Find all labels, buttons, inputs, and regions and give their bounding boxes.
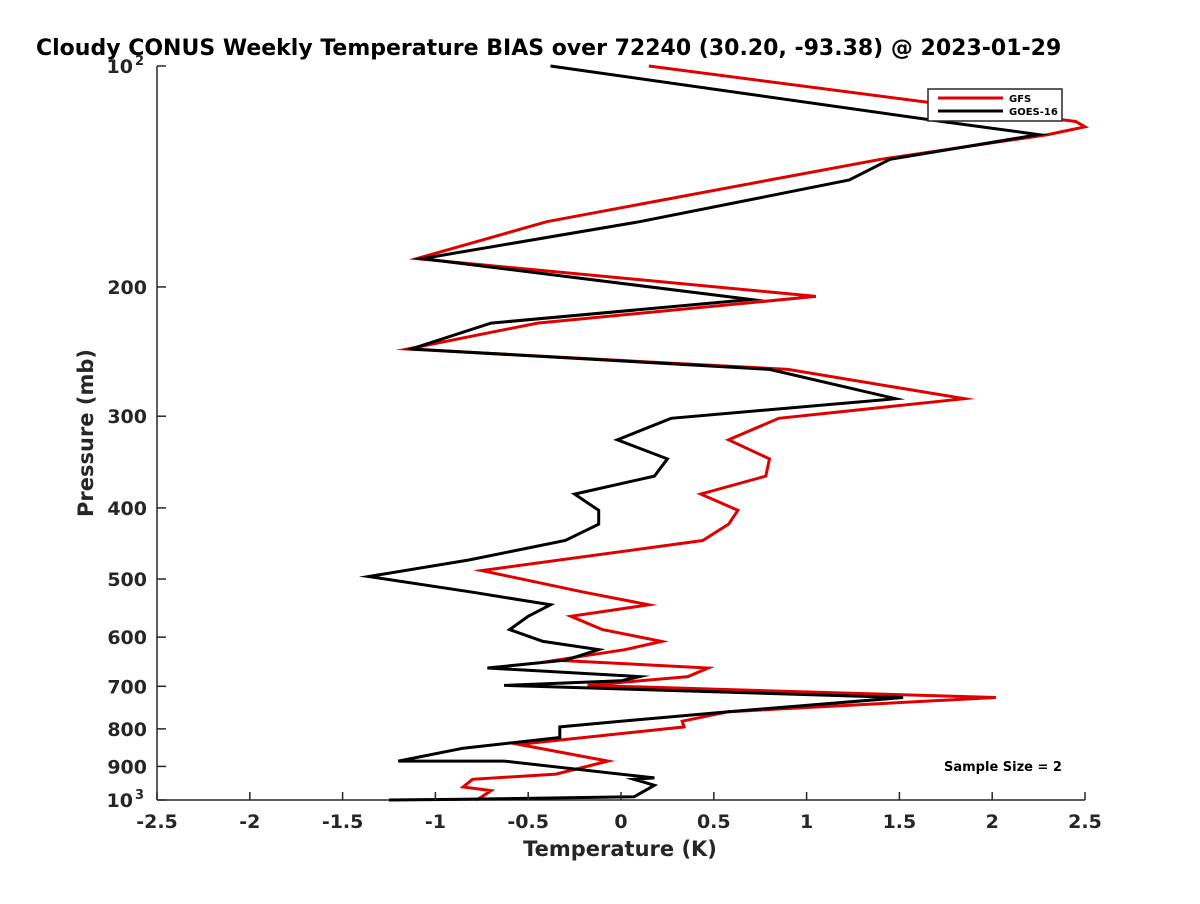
series-layer <box>358 64 1090 802</box>
x-tick-label: 0.5 <box>697 811 731 833</box>
x-tick-label: -1 <box>425 811 446 833</box>
x-tick-label: 0 <box>614 811 627 833</box>
sample-size-annotation: Sample Size = 2 <box>944 760 1062 775</box>
y-tick-label: 200 <box>107 277 147 299</box>
x-axis-title: Temperature (K) <box>523 837 717 861</box>
x-tick-label: -2.5 <box>136 811 178 833</box>
y-tick-exponent: 2 <box>135 54 144 69</box>
x-tick-label: 1 <box>800 811 813 833</box>
x-tick-label: 2.5 <box>1068 811 1102 833</box>
chart-title: Cloudy CONUS Weekly Temperature BIAS ove… <box>36 36 1061 61</box>
x-tick-label: -0.5 <box>507 811 549 833</box>
y-tick-label: 700 <box>107 676 147 698</box>
y-tick-label: 800 <box>107 719 147 741</box>
x-tick-label: 1.5 <box>883 811 917 833</box>
y-tick-label: 600 <box>107 627 147 649</box>
y-tick-label: 10 <box>107 790 133 812</box>
x-tick-label: 2 <box>986 811 999 833</box>
y-tick-label: 10 <box>107 56 133 78</box>
y-axis-title: Pressure (mb) <box>74 349 98 517</box>
y-tick-label: 500 <box>107 569 147 591</box>
series-line-goes-16 <box>358 64 1049 802</box>
y-tick-exponent: 3 <box>135 788 144 803</box>
legend: GFS GOES-16 <box>927 88 1063 122</box>
x-tick-label: -1.5 <box>322 811 364 833</box>
legend-label: GFS <box>1009 94 1031 105</box>
y-tick-label: 400 <box>107 498 147 520</box>
y-tick-label: 900 <box>107 756 147 778</box>
legend-box <box>927 88 1063 122</box>
x-tick-label: -2 <box>239 811 260 833</box>
legend-label: GOES-16 <box>1009 107 1058 118</box>
x-ticks: -2.5 -2 -1.5 -1 -0.5 0 0.5 1 1.5 2 2.5 <box>136 792 1102 833</box>
y-tick-label: 300 <box>107 406 147 428</box>
